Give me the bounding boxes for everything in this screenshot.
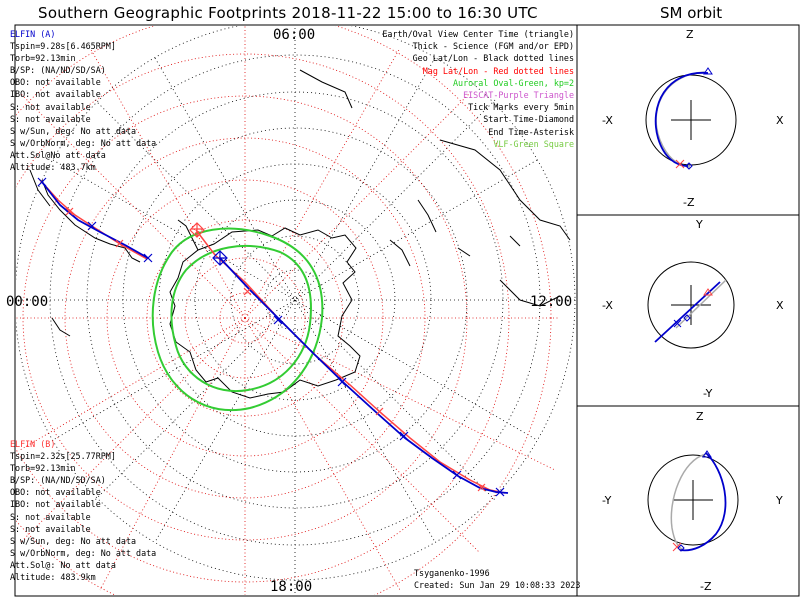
info-line: S w/OrbNorm, deg: No att data [10,137,157,148]
axis-left-label: -Y [602,494,612,507]
legend-entry: End Time-Asterisk [488,126,574,137]
coastlines [29,69,571,399]
plot-title: Southern Geographic Footprints 2018-11-2… [38,4,538,22]
info-line: Tspin=9.28s[6.465RPM] [10,41,116,52]
info-line: OBO: not available [10,487,101,498]
info-line: B/SP: (NA/ND/SD/SA) [10,65,106,76]
legend-entry: Start Time-Diamond [483,114,574,125]
legend-entry: Tick Marks every 5min [468,102,574,113]
axis-right-label: Y [775,494,783,507]
info-line: IBO: not available [10,89,101,100]
axis-top-label: Z [686,28,694,41]
info-line: Altitude: 483.7km [10,162,96,173]
axis-bottom-label: -Z [683,196,695,209]
spacecraft-name: ELFIN (B) [10,439,56,449]
info-line: S: not available [10,511,91,522]
legend-entry: VLF-Green Square [493,138,574,149]
info-line: S: not available [10,523,91,534]
legend-entry: Geo Lat/Lon - Black dotted lines [412,53,574,64]
axis-right-label: X [776,299,784,312]
credit-block: Tsyganenko-1996 Created: Sun Jan 29 10:0… [414,567,580,591]
info-line: S w/Sun, deg: No att data [10,125,137,136]
elfin-b-track [39,179,506,494]
orbit-panels-frame [576,24,800,597]
created-label: Created: Sun Jan 29 10:08:33 2023 [414,580,581,590]
info-line: Torb=92.13min [10,53,76,64]
auroral-oval [151,227,324,412]
info-line: S w/OrbNorm, deg: No att data [10,547,157,558]
legend: Earth/Oval View Center Time (triangle) Th… [382,28,574,150]
legend-entry: Mag Lat/Lon - Red dotted lines [422,65,574,76]
hour-label-top: 06:00 [273,27,315,43]
elfin-a-ticks [37,177,505,497]
info-line: OBO: not available [10,77,101,88]
info-line: Tspin=2.32s[25.77RPM] [10,451,116,462]
hour-label-bottom: 18:00 [270,579,312,595]
elfin-b-ticks [65,207,486,492]
orbit-panel-xz: Z -Z -X X [602,28,784,209]
legend-entry: Auroral Oval-Green, kp=2 [452,77,574,88]
axis-right-label: X [776,114,784,127]
spacecraft-name: ELFIN (A) [10,29,56,39]
info-line: B/SP: (NA/ND/SD/SA) [10,475,106,486]
axis-left-label: -X [602,299,613,312]
info-line: Torb=92.13min [10,463,76,474]
info-line: S: not available [10,101,91,112]
elfin-b-info: ELFIN (B) Tspin=2.32s[25.77RPM] Torb=92.13… [10,438,156,583]
start-diamond-markers [189,222,228,266]
geo-grid [16,26,576,595]
orbit-panel-xy: Y -Y -X X [602,218,784,400]
legend-entry: Earth/Oval View Center Time (triangle) [382,29,574,39]
mag-grid [16,26,560,595]
info-line: S: not available [10,113,91,124]
model-label: Tsyganenko-1996 [414,568,490,578]
elfin-a-info: ELFIN (A) Tspin=9.28s[6.465RPM] Torb=92.13… [10,28,156,173]
axis-left-label: -X [602,114,613,127]
axis-bottom-label: -Y [703,387,713,400]
legend-entry: EISCAT-Purple Triangle [463,90,574,101]
legend-entry: Thick - Science (FGM and/or EPD) [412,41,574,52]
axis-top-label: Z [696,410,704,423]
axis-top-label: Y [695,218,703,231]
hour-label-right: 12:00 [530,294,572,310]
info-line: Att.Sol@: No att data [10,559,116,570]
info-line: IBO: not available [10,499,101,510]
orbit-title: SM orbit [660,4,723,22]
hour-label-left: 00:00 [6,294,48,310]
info-line: Altitude: 483.9km [10,572,96,583]
info-line: Att.Sol@No att data [10,149,106,160]
info-line: S w/Sun, deg: No att data [10,535,137,546]
axis-bottom-label: -Z [700,580,712,593]
orbit-panel-yz: Z -Z -Y Y [602,410,783,593]
